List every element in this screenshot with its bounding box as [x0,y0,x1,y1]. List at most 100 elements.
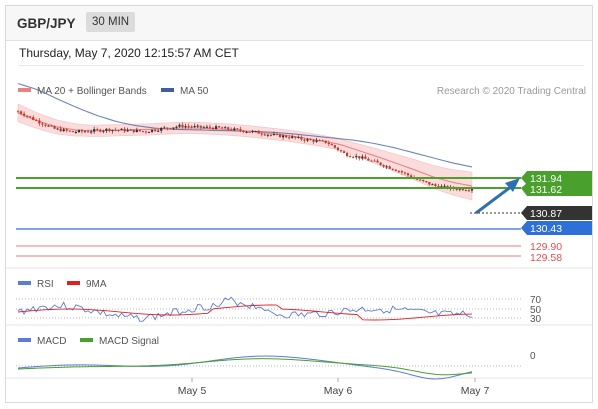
candle-body [181,124,184,128]
rsi-ma-series-line [17,304,473,321]
candle-body [376,160,379,163]
candle-body [379,162,382,165]
candle-body [193,126,196,128]
candle-body [144,131,148,133]
timeframe-badge[interactable]: 30 MIN [86,12,136,32]
candle-body [26,115,29,117]
pivot-value: 130.43 [530,223,562,235]
candle-body [135,129,138,133]
candle-body [330,144,333,146]
candle-body [22,113,26,116]
candle-body [114,129,117,131]
candle-body [150,129,154,132]
candle-body [251,131,254,133]
macd-legend-swatch [18,338,31,342]
rsi-series-line [17,296,473,322]
candle-body [96,129,99,131]
price-panel [16,82,474,201]
candle-body [345,153,349,157]
candle-body [38,120,41,124]
candle-body [16,111,20,113]
chart-header: GBP/JPY 30 MIN [6,6,592,41]
rsi-ma-legend-swatch [67,281,80,285]
bollinger-band [17,103,473,201]
candle-body [202,127,205,129]
candle-body [269,134,272,136]
candle-body [333,145,336,148]
candle-body [105,128,108,131]
candle-body [157,130,160,132]
macd-tick-0: 0 [530,351,536,362]
candle-body [166,127,169,129]
candle-body [248,131,251,133]
last-price-tag [521,206,592,220]
ma50-legend-swatch [161,88,174,92]
forecast-arrow-head [505,178,520,192]
candle-body [455,188,458,190]
candle-body [111,129,114,131]
forecast-arrow-shaft [475,184,513,215]
candle-body [318,140,321,142]
candle-body [285,135,288,138]
candle-body [272,134,276,136]
candle-body [364,156,367,159]
rsi-tick-70: 70 [530,295,542,306]
candle-body [312,140,315,142]
candle-body [291,136,294,139]
candle-body [242,130,245,133]
candle-body [358,156,361,159]
support-value-1: 129.90 [530,241,562,253]
pivot-tag [521,221,592,235]
candle-body [102,130,105,132]
xaxis-label-may5: May 5 [178,385,207,397]
candle-body [163,127,166,129]
chart-frame: GBP/JPY 30 MIN Thursday, May 7, 2020 12:… [5,5,593,403]
candle-body [62,129,65,132]
candle-body [355,156,358,158]
candle-body [199,125,202,128]
candle-body [458,188,461,190]
ma50-legend-label: MA 50 [180,86,209,97]
candle-body [336,147,340,151]
candle-body [99,129,102,132]
macd-signal-legend-label: MACD Signal [99,336,159,347]
support-value-2: 129.58 [530,252,562,264]
xaxis-label-may6: May 6 [324,385,353,397]
candle-body [342,151,346,154]
resistance-value-1: 131.94 [530,173,562,185]
candle-body [68,130,71,132]
candle-body [239,129,242,131]
candle-body [260,133,263,135]
candle-body [367,158,370,161]
candle-body [93,129,96,132]
candle-body [464,190,468,192]
candle-body [303,139,306,141]
xaxis-label-may7: May 7 [461,385,490,397]
candle-body [32,117,35,120]
candle-body [108,128,111,131]
candle-body [80,130,84,132]
ma20-legend-label: MA 20 + Bollinger Bands [37,86,147,97]
candle-body [129,129,132,131]
candle-body [211,127,215,130]
resistance-value-2: 131.62 [530,184,562,196]
candle-body [263,134,266,136]
candle-body [394,169,397,171]
candle-body [187,126,190,128]
candle-body [86,131,90,133]
candle-body [59,128,62,132]
candle-body [117,129,120,131]
candle-body [35,119,38,121]
candle-body [281,135,285,138]
candle-body [138,129,141,132]
candle-body [178,124,181,127]
candle-body [321,140,324,142]
candle-body [254,130,257,132]
candle-body [406,173,410,176]
candle-body [65,129,68,131]
candle-body [294,136,297,138]
candle-body [349,156,352,158]
candle-body [409,175,413,178]
candle-body [382,164,385,167]
candle-body [236,128,239,130]
